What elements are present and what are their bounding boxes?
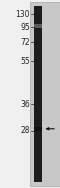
Bar bbox=[30, 2, 60, 186]
Bar bbox=[34, 127, 42, 131]
Bar bbox=[34, 24, 42, 28]
Text: 95: 95 bbox=[20, 23, 30, 32]
Text: 72: 72 bbox=[20, 38, 30, 47]
Text: 28: 28 bbox=[21, 126, 30, 135]
Text: 55: 55 bbox=[20, 57, 30, 66]
Text: 130: 130 bbox=[15, 10, 30, 19]
Text: 36: 36 bbox=[20, 100, 30, 109]
Bar bbox=[34, 6, 42, 182]
